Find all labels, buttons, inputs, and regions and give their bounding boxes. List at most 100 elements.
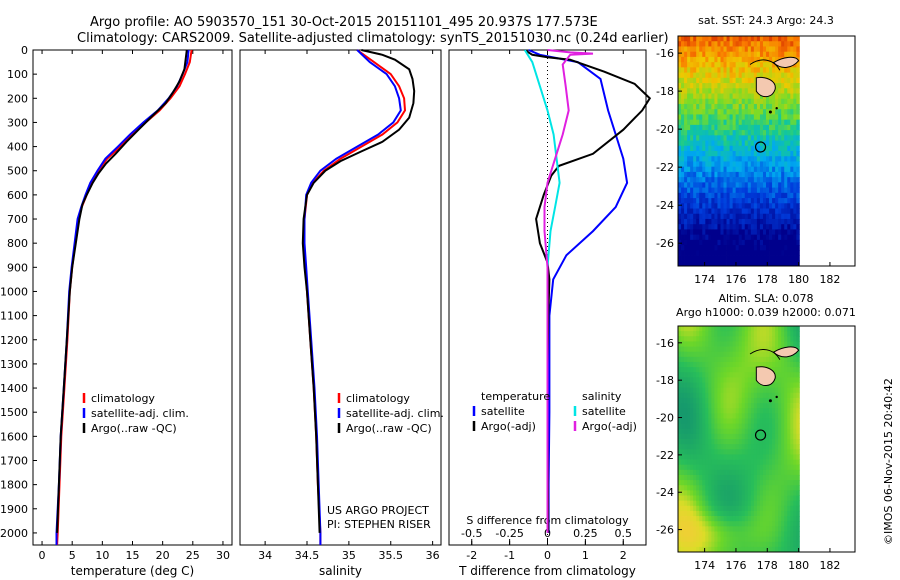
map-cell	[708, 62, 712, 68]
map-cell	[769, 495, 773, 502]
map-cell	[775, 198, 779, 204]
map-cell	[756, 397, 761, 404]
map-cell	[747, 77, 752, 84]
map-cell	[687, 51, 691, 58]
map-cell	[741, 418, 746, 424]
map-cell	[690, 387, 694, 394]
map-cell	[769, 480, 773, 486]
map-cell	[708, 480, 712, 486]
map-cell	[744, 392, 749, 399]
map-cell	[766, 500, 770, 507]
map-cell	[744, 469, 749, 476]
map-cell	[681, 377, 685, 383]
map-cell	[732, 72, 737, 79]
map-cell	[690, 377, 694, 383]
map-cell	[738, 124, 743, 131]
map-cell	[753, 516, 758, 522]
map-cell	[684, 521, 688, 527]
map-cell	[747, 46, 752, 53]
map-cell	[678, 367, 682, 373]
map-cell	[702, 485, 706, 491]
map-cell	[711, 187, 715, 194]
map-cell	[793, 224, 797, 230]
map-cell	[693, 119, 697, 126]
map-cell	[744, 171, 749, 178]
map-cell	[793, 526, 797, 532]
map-cell	[744, 72, 749, 79]
map-cell	[732, 500, 737, 507]
map-cell	[738, 392, 743, 399]
map-cell	[708, 218, 712, 225]
map-cell	[693, 161, 697, 168]
map-cell	[726, 260, 730, 267]
legend-label: Argo(..raw -QC)	[346, 422, 432, 435]
map-cell	[796, 130, 800, 136]
x-tick-label: 176	[725, 273, 746, 286]
map-cell	[693, 521, 697, 527]
map-cell	[732, 505, 737, 512]
map-cell	[778, 140, 782, 147]
map-cell	[690, 198, 694, 204]
map-cell	[738, 444, 743, 450]
map-cell	[750, 495, 755, 502]
map-cell	[699, 161, 703, 168]
map-cell	[787, 119, 791, 126]
map-cell	[753, 198, 758, 204]
map-cell	[759, 151, 764, 157]
y-tick-label: -24	[656, 486, 674, 499]
map-cell	[735, 130, 740, 136]
map-cell	[750, 88, 755, 94]
map-cell	[793, 382, 797, 389]
map-cell	[753, 351, 758, 358]
map-cell	[759, 464, 764, 471]
map-cell	[732, 382, 737, 389]
map-cell	[699, 521, 703, 527]
map-cell	[787, 413, 791, 419]
map-cell	[711, 454, 715, 460]
map-cell	[720, 356, 724, 363]
map-cell	[762, 109, 767, 115]
map-cell	[781, 72, 785, 79]
map-cell	[778, 474, 782, 481]
map-cell	[687, 546, 691, 553]
map-cell	[717, 541, 721, 548]
map-cell	[756, 229, 761, 236]
y-tick-label: 1300	[0, 358, 28, 371]
map-cell	[714, 245, 718, 251]
map-cell	[784, 93, 788, 100]
map-cell	[781, 336, 785, 342]
map-cell	[784, 218, 788, 225]
map-cell	[687, 98, 691, 105]
map-cell	[699, 36, 703, 42]
map-cell	[790, 83, 794, 89]
map-cell	[726, 130, 730, 136]
map-cell	[726, 166, 730, 173]
map-cell	[784, 255, 788, 262]
map-cell	[708, 531, 712, 537]
x-tick-label: 178	[757, 559, 778, 572]
map-cell	[738, 156, 743, 162]
map-cell	[793, 98, 797, 105]
map-cell	[781, 454, 785, 460]
map-cell	[717, 361, 721, 368]
map-cell	[690, 356, 694, 363]
map-cell	[678, 229, 682, 236]
map-cell	[741, 83, 746, 89]
map-cell	[687, 239, 691, 246]
map-cell	[717, 387, 721, 394]
map-cell	[699, 516, 703, 522]
map-cell	[762, 51, 767, 58]
map-cell	[775, 119, 779, 126]
map-cell	[717, 377, 721, 383]
map-cell	[796, 531, 800, 537]
map-cell	[793, 140, 797, 147]
island-small	[768, 399, 772, 403]
map-cell	[717, 119, 721, 126]
map-cell	[735, 356, 740, 363]
map-cell	[687, 151, 691, 157]
map-cell	[705, 72, 709, 79]
map-cell	[729, 156, 734, 162]
map-cell	[781, 140, 785, 147]
map-cell	[781, 239, 785, 246]
map-cell	[738, 495, 743, 502]
